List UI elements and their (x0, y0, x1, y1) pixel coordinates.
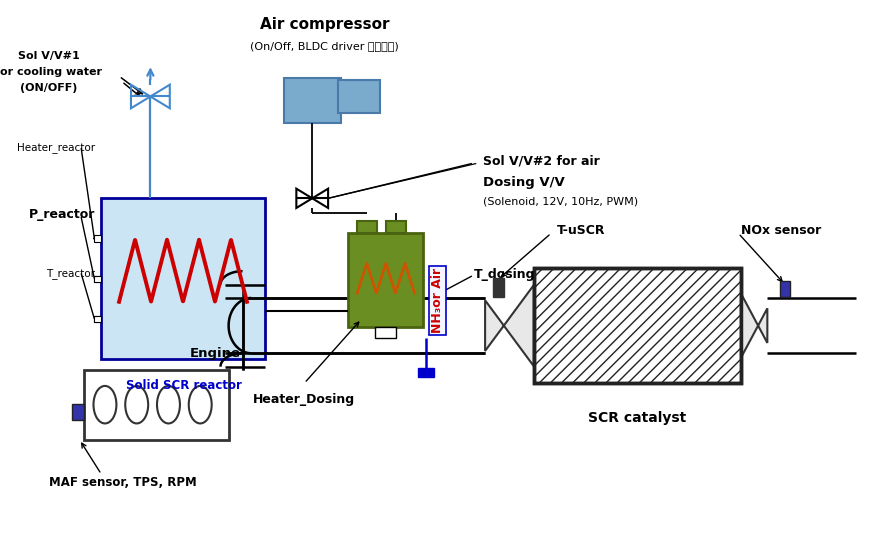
Text: SCR catalyst: SCR catalyst (587, 411, 686, 425)
Bar (94, 276, 101, 282)
Bar (534, 268, 741, 383)
Text: Engine: Engine (190, 347, 241, 360)
Text: T_reactor: T_reactor (46, 268, 95, 279)
Bar (357, 221, 377, 233)
Bar (72, 404, 84, 420)
Bar (780, 281, 790, 297)
Text: NH₃or Air: NH₃or Air (431, 267, 444, 333)
Text: Dosing V/V: Dosing V/V (483, 176, 565, 189)
Text: Solid SCR reactor: Solid SCR reactor (125, 379, 242, 392)
Text: NOx sensor: NOx sensor (741, 224, 821, 237)
Ellipse shape (157, 386, 180, 423)
Bar (375, 327, 396, 338)
Ellipse shape (189, 386, 212, 423)
Bar (284, 78, 341, 123)
Bar (493, 278, 504, 297)
Text: T-uSCR: T-uSCR (557, 224, 605, 237)
Bar (338, 80, 380, 113)
Bar (534, 268, 741, 383)
Polygon shape (741, 293, 767, 358)
Bar (94, 316, 101, 322)
Text: Heater_Dosing: Heater_Dosing (253, 393, 355, 406)
Bar (418, 368, 434, 377)
Bar (94, 235, 101, 242)
Text: Air compressor: Air compressor (260, 17, 389, 32)
Text: (ON/OFF): (ON/OFF) (19, 84, 78, 93)
Text: MAF sensor, TPS, RPM: MAF sensor, TPS, RPM (49, 476, 197, 489)
Text: Sol V/V#2 for air: Sol V/V#2 for air (483, 154, 600, 167)
Bar (84, 370, 229, 440)
Bar (348, 233, 423, 327)
Ellipse shape (93, 386, 116, 423)
Bar (386, 221, 406, 233)
Text: (Solenoid, 12V, 10Hz, PWM): (Solenoid, 12V, 10Hz, PWM) (483, 196, 639, 206)
Text: T_dosing: T_dosing (474, 268, 535, 281)
Bar (94, 276, 101, 282)
Polygon shape (485, 285, 534, 366)
Text: Heater_reactor: Heater_reactor (17, 143, 95, 153)
Text: P_reactor: P_reactor (29, 208, 95, 221)
Text: (On/Off, BLDC driver 별도내장): (On/Off, BLDC driver 별도내장) (250, 41, 399, 50)
Bar (94, 316, 101, 322)
Text: for cooling water: for cooling water (0, 68, 102, 77)
Text: Sol V/V#1: Sol V/V#1 (18, 51, 79, 61)
Ellipse shape (125, 386, 148, 423)
Bar (101, 198, 265, 359)
